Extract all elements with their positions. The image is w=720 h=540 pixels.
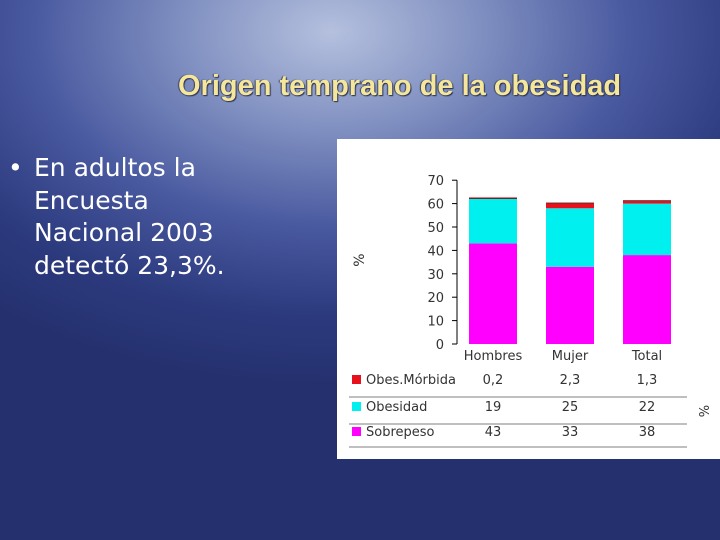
stacked-bar-chart: 0 10 20 30 40 50 60 70% Hombres Mujer Total Obes.Mó… <box>349 174 713 448</box>
y-tick-label: 20 <box>427 291 444 306</box>
y-axis-label: % <box>352 253 368 266</box>
table-value: 0,2 <box>483 373 504 388</box>
bar-segment <box>469 198 517 244</box>
legend-label: Sobrepeso <box>366 425 435 440</box>
y-tick-label: 40 <box>427 244 444 259</box>
bar-segment <box>546 202 594 209</box>
table-value: 43 <box>485 425 502 440</box>
bar-segment <box>623 255 671 344</box>
bullet-marker: • <box>8 153 23 182</box>
x-category-label: Mujer <box>552 349 589 364</box>
table-value: 38 <box>639 425 656 440</box>
bullet-list: • En adultos la Encuesta Nacional 2003 d… <box>8 152 328 282</box>
bullet-item: • En adultos la Encuesta Nacional 2003 d… <box>8 152 328 282</box>
table-value: 1,3 <box>637 373 658 388</box>
bar-segment <box>469 243 517 344</box>
bar-segment <box>546 266 594 344</box>
chart-panel: 0 10 20 30 40 50 60 70% Hombres Mujer Total Obes.Mó… <box>337 139 720 459</box>
legend-swatch <box>352 402 361 411</box>
y-tick-label: 10 <box>427 315 444 330</box>
legend-swatch <box>352 375 361 384</box>
table-value: 19 <box>485 400 502 415</box>
bar-segment <box>623 203 671 256</box>
x-category-label: Hombres <box>464 349 523 364</box>
y-tick-label: 30 <box>427 268 444 283</box>
y-tick-label: 70 <box>427 174 444 189</box>
legend-label: Obesidad <box>366 400 427 415</box>
table-value: 2,3 <box>560 373 581 388</box>
slide-title: Origen temprano de la obesidad <box>178 70 622 102</box>
bar-segment <box>546 208 594 267</box>
legend-swatch <box>352 427 361 436</box>
y-tick-label: 0 <box>436 338 444 353</box>
table-unit-label: % <box>698 405 713 417</box>
y-tick-label: 50 <box>427 221 444 236</box>
bullet-text: En adultos la Encuesta Nacional 2003 det… <box>34 153 225 280</box>
bar-segment <box>623 200 671 204</box>
y-tick-label: 60 <box>427 198 444 213</box>
table-value: 33 <box>562 425 579 440</box>
legend-label: Obes.Mórbida <box>366 373 456 388</box>
x-category-label: Total <box>631 349 662 364</box>
table-value: 22 <box>639 400 656 415</box>
table-value: 25 <box>562 400 579 415</box>
